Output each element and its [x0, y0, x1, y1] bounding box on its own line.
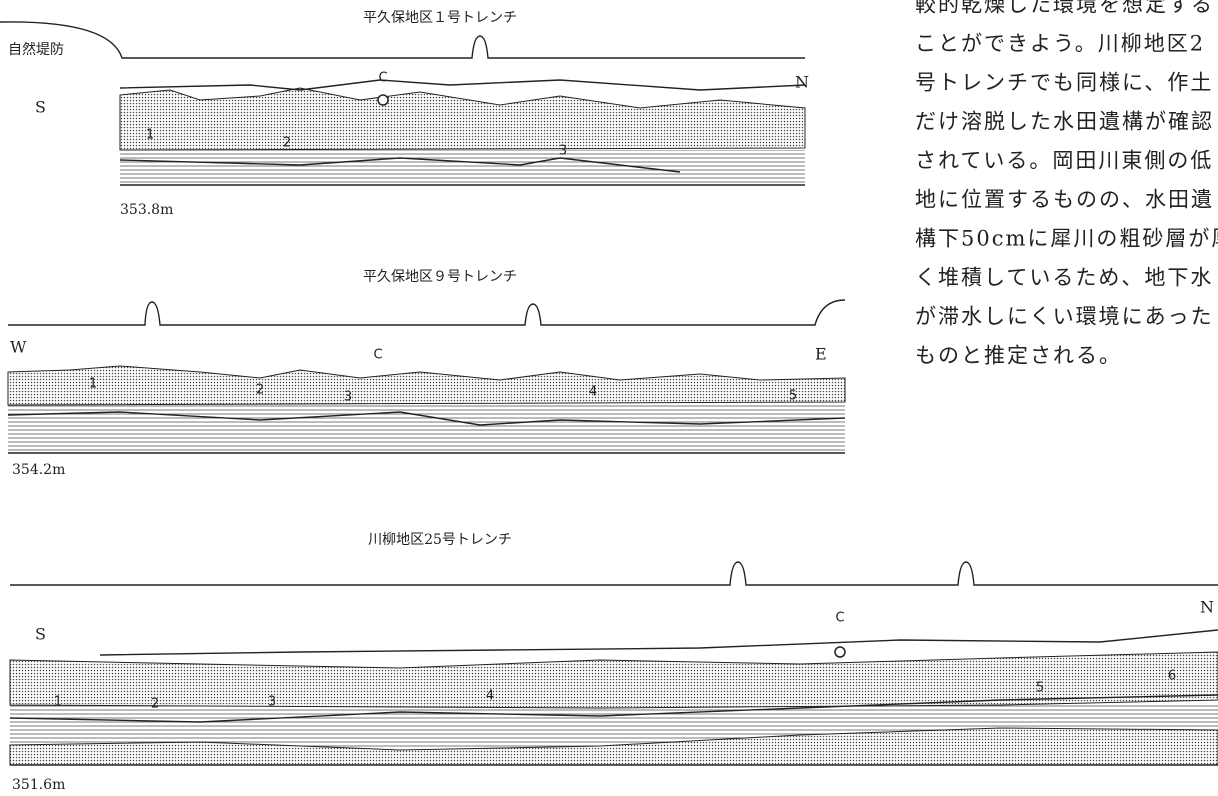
left-label: 自然堤防: [8, 41, 64, 58]
direction: E: [815, 345, 827, 364]
elevation: 354.2m: [12, 462, 65, 478]
trench-1: [0, 21, 806, 186]
body-text: が滞水しにくい環境にあった: [915, 305, 1214, 329]
center-label: C: [373, 348, 382, 363]
feature-number: 1: [146, 128, 154, 143]
feature-number: 5: [789, 389, 797, 404]
feature-number: 1: [54, 695, 62, 710]
section-title: 川柳地区25号トレンチ: [368, 531, 512, 548]
body-text: だけ溶脱した水田遺構が確認: [915, 110, 1214, 134]
feature-number: 4: [589, 385, 597, 400]
body-text: ものと推定される。: [915, 344, 1122, 368]
feature-number: 6: [1168, 669, 1176, 684]
elevation: 353.8m: [120, 202, 173, 218]
body-text: く堆積しているため、地下水: [915, 266, 1213, 290]
feature-number: 5: [1036, 681, 1044, 696]
body-text: 較的乾燥した環境を想定する: [915, 0, 1214, 17]
body-text: 地に位置するものの、水田遺: [915, 188, 1214, 212]
direction: S: [35, 625, 46, 644]
body-text: 構下50cmに犀川の粗砂層が厚: [915, 227, 1218, 251]
section-title: 平久保地区１号トレンチ: [363, 10, 517, 26]
trench-3: [9, 561, 1218, 766]
feature-number: 3: [268, 695, 276, 710]
direction: W: [10, 338, 27, 357]
trench-2: [7, 299, 846, 454]
body-text: ことができよう。川柳地区2: [915, 32, 1205, 56]
elevation: 351.6m: [12, 777, 65, 793]
center-label: C: [378, 71, 387, 86]
feature-number: 3: [559, 144, 567, 159]
feature-number: 3: [344, 390, 352, 405]
section-title: 平久保地区９号トレンチ: [363, 269, 517, 285]
feature-number: 2: [283, 136, 291, 151]
center-label: C: [835, 611, 844, 626]
feature-number: 4: [486, 689, 494, 704]
feature-number: 2: [256, 383, 264, 398]
direction: S: [35, 98, 46, 117]
body-text: されている。岡田川東側の低: [915, 149, 1213, 173]
body-text: 号トレンチでも同様に、作土: [915, 71, 1213, 95]
feature-number: 2: [151, 697, 159, 712]
direction: N: [1200, 598, 1214, 617]
feature-number: 1: [89, 377, 97, 392]
direction: N: [795, 73, 809, 92]
